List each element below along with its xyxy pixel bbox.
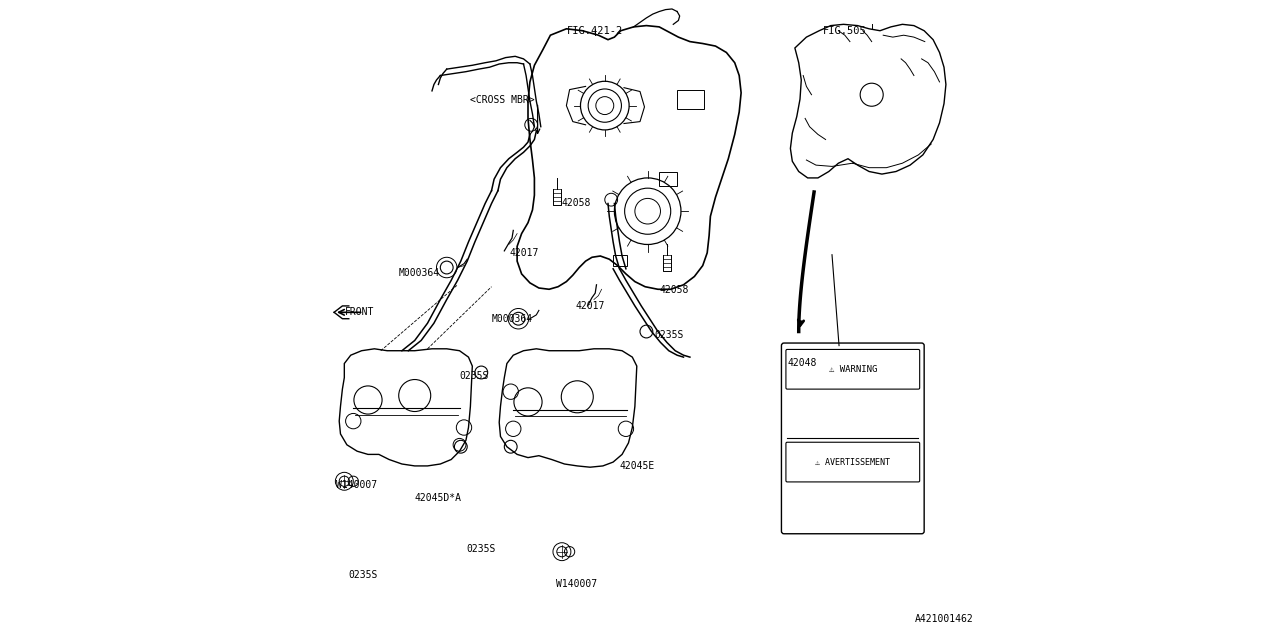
Text: <CROSS MBR>: <CROSS MBR> <box>470 95 535 105</box>
Text: 42058: 42058 <box>562 198 591 209</box>
Text: 42045D*A: 42045D*A <box>415 493 462 503</box>
Text: W140007: W140007 <box>335 480 378 490</box>
Text: 0235S: 0235S <box>348 570 378 580</box>
Text: FIG.505: FIG.505 <box>823 26 867 36</box>
Text: FRONT: FRONT <box>346 307 374 317</box>
Text: ⚠ WARNING: ⚠ WARNING <box>828 365 877 374</box>
Text: W140007: W140007 <box>556 579 596 589</box>
Text: M000364: M000364 <box>492 314 532 324</box>
Text: 42017: 42017 <box>509 248 539 259</box>
Text: A421001462: A421001462 <box>915 614 974 625</box>
Text: ⚠ AVERTISSEMENT: ⚠ AVERTISSEMENT <box>815 458 891 467</box>
Text: 0235S: 0235S <box>654 330 684 340</box>
Text: 42045E: 42045E <box>620 461 655 471</box>
Text: 42048: 42048 <box>787 358 817 369</box>
Text: 0235S: 0235S <box>460 371 489 381</box>
Text: FIG.421-2: FIG.421-2 <box>567 26 623 36</box>
Text: 42017: 42017 <box>576 301 605 311</box>
Text: M000364: M000364 <box>399 268 440 278</box>
Text: 0235S: 0235S <box>466 544 495 554</box>
Text: 42058: 42058 <box>659 285 689 295</box>
